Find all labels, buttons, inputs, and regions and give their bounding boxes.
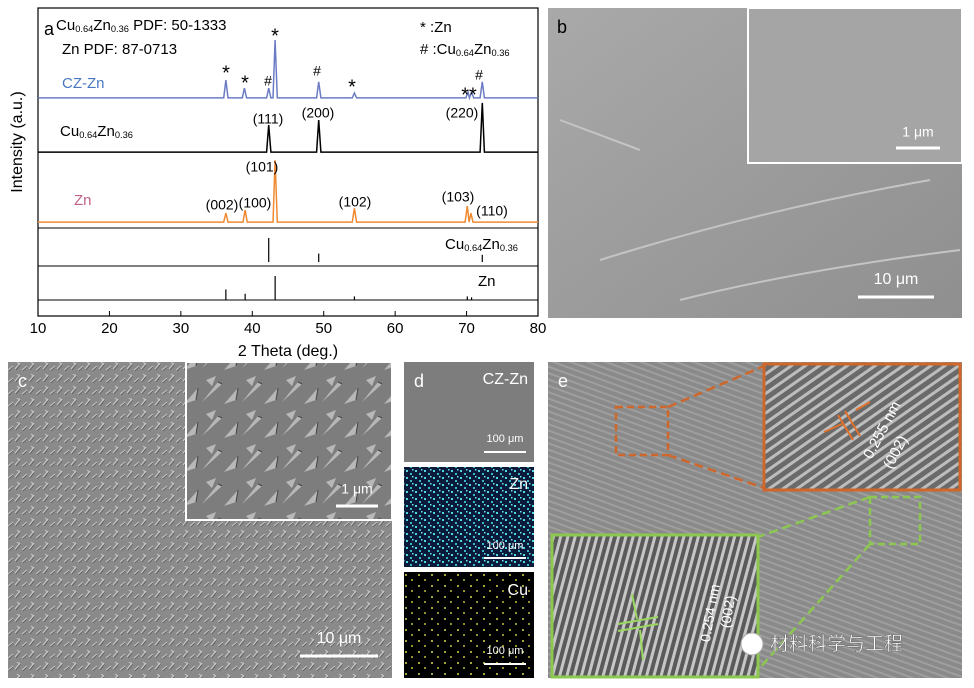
text-segment: 0.64 — [464, 243, 482, 253]
scale-text: 1 μm — [902, 124, 933, 140]
spacing-marker — [823, 401, 871, 441]
eds-map — [404, 467, 534, 567]
hrtem-inset — [550, 533, 760, 679]
text-segment: 0.36 — [491, 48, 509, 58]
text-segment: Zn PDF: 87-0713 — [62, 41, 177, 58]
peak-annotation: # — [475, 67, 483, 83]
scale-text: 100 μm — [487, 645, 524, 657]
text-segment: Zn — [93, 17, 111, 34]
series-label: Zn — [74, 192, 92, 209]
x-tick-label: 40 — [244, 320, 261, 337]
peak-annotation: (101) — [246, 159, 279, 175]
spectrum — [38, 160, 538, 223]
pdf-note: Zn PDF: 87-0713 — [62, 41, 177, 58]
peak-annotation: (102) — [339, 194, 372, 210]
text-segment: Zn — [478, 273, 496, 290]
x-tick-label: 80 — [530, 320, 547, 337]
series-label: Cu0.64Zn0.36 — [60, 123, 133, 140]
symbol-key: # :Cu0.64Zn0.36 — [420, 41, 510, 58]
text-segment: Zn — [474, 41, 492, 58]
map-title: Zn — [509, 476, 528, 493]
text-segment: * :Zn — [420, 19, 452, 36]
plot-frame — [37, 7, 539, 317]
x-tick-label: 10 — [30, 320, 47, 337]
reference-label: Cu0.64Zn0.36 — [445, 236, 518, 253]
texture — [559, 119, 961, 301]
sem-image — [404, 362, 534, 462]
x-tick-label: 30 — [173, 320, 190, 337]
peak-annotation: (111) — [253, 111, 284, 127]
x-tick-label: 70 — [458, 320, 475, 337]
panel-label: d — [414, 371, 424, 391]
text-segment: Zn — [97, 123, 115, 140]
text-segment: Zn — [482, 236, 500, 253]
panel-label: a — [44, 19, 55, 39]
peak-annotation: (110) — [476, 203, 508, 219]
map-title: Cu — [508, 582, 528, 599]
x-axis-label: 2 Theta (deg.) — [238, 343, 338, 360]
scale-text: 10 μm — [317, 630, 362, 647]
peak-annotation: (103) — [442, 189, 475, 205]
peak-annotation: # — [313, 63, 321, 79]
selection-box — [868, 495, 922, 546]
hrtem-inset — [762, 362, 962, 492]
text-segment: 0.64 — [456, 48, 474, 58]
scale-text: 10 μm — [874, 271, 919, 288]
inset-image — [747, 7, 963, 164]
scale-text: 100 μm — [487, 540, 524, 552]
series-label: CZ-Zn — [62, 75, 105, 92]
spectrum — [38, 39, 538, 101]
text-segment: CZ-Zn — [62, 75, 105, 92]
scale-text: 100 μm — [487, 433, 524, 445]
inset-image — [185, 361, 393, 521]
eds-map — [404, 572, 534, 678]
text-segment: Zn — [74, 192, 92, 209]
text-segment: 0.36 — [500, 243, 518, 253]
peak-annotation: * — [241, 72, 249, 94]
watermark: 材料科学与工程 — [770, 633, 903, 655]
symbol-key: * :Zn — [420, 19, 452, 36]
panel-label: c — [18, 371, 27, 391]
peak-annotation: (100) — [239, 195, 272, 211]
x-tick-label: 20 — [101, 320, 118, 337]
spacing-marker — [617, 593, 659, 661]
text-segment: PDF: 50-1333 — [129, 17, 227, 34]
text-segment: Cu — [56, 17, 75, 34]
lattice-plane: (002) — [717, 594, 738, 629]
peak-annotation: ** — [461, 84, 477, 106]
zoom-line — [757, 495, 871, 671]
panel-label: e — [558, 371, 568, 391]
x-tick-label: 50 — [315, 320, 332, 337]
peak-annotation: (220) — [446, 105, 479, 121]
text-segment: Cu — [445, 236, 464, 253]
y-axis-label: Intensity (a.u.) — [9, 91, 26, 192]
peak-annotation: * — [222, 62, 230, 84]
peak-annotation: * — [348, 76, 356, 98]
text-segment: 0.64 — [75, 24, 93, 34]
watermark-icon — [740, 632, 764, 656]
zoom-line — [667, 364, 765, 490]
peak-annotation: (200) — [302, 105, 335, 121]
text-segment: 0.36 — [115, 130, 133, 140]
spectrum — [38, 102, 538, 153]
panel-label: b — [557, 17, 567, 37]
reference-label: Zn — [478, 273, 496, 290]
peak-annotation: * — [271, 25, 279, 47]
pdf-note: Cu0.64Zn0.36 PDF: 50-1333 — [56, 17, 226, 34]
map-title: CZ-Zn — [483, 371, 528, 388]
peak-annotation: # — [264, 73, 272, 89]
text-segment: Cu — [60, 123, 79, 140]
text-segment: 0.64 — [79, 130, 97, 140]
text-segment: # :Cu — [420, 41, 456, 58]
scale-text: 1 μm — [341, 481, 372, 497]
text-segment: 0.36 — [111, 24, 129, 34]
x-tick-label: 60 — [387, 320, 404, 337]
selection-box — [614, 405, 670, 457]
peak-annotation: (002) — [206, 197, 239, 213]
